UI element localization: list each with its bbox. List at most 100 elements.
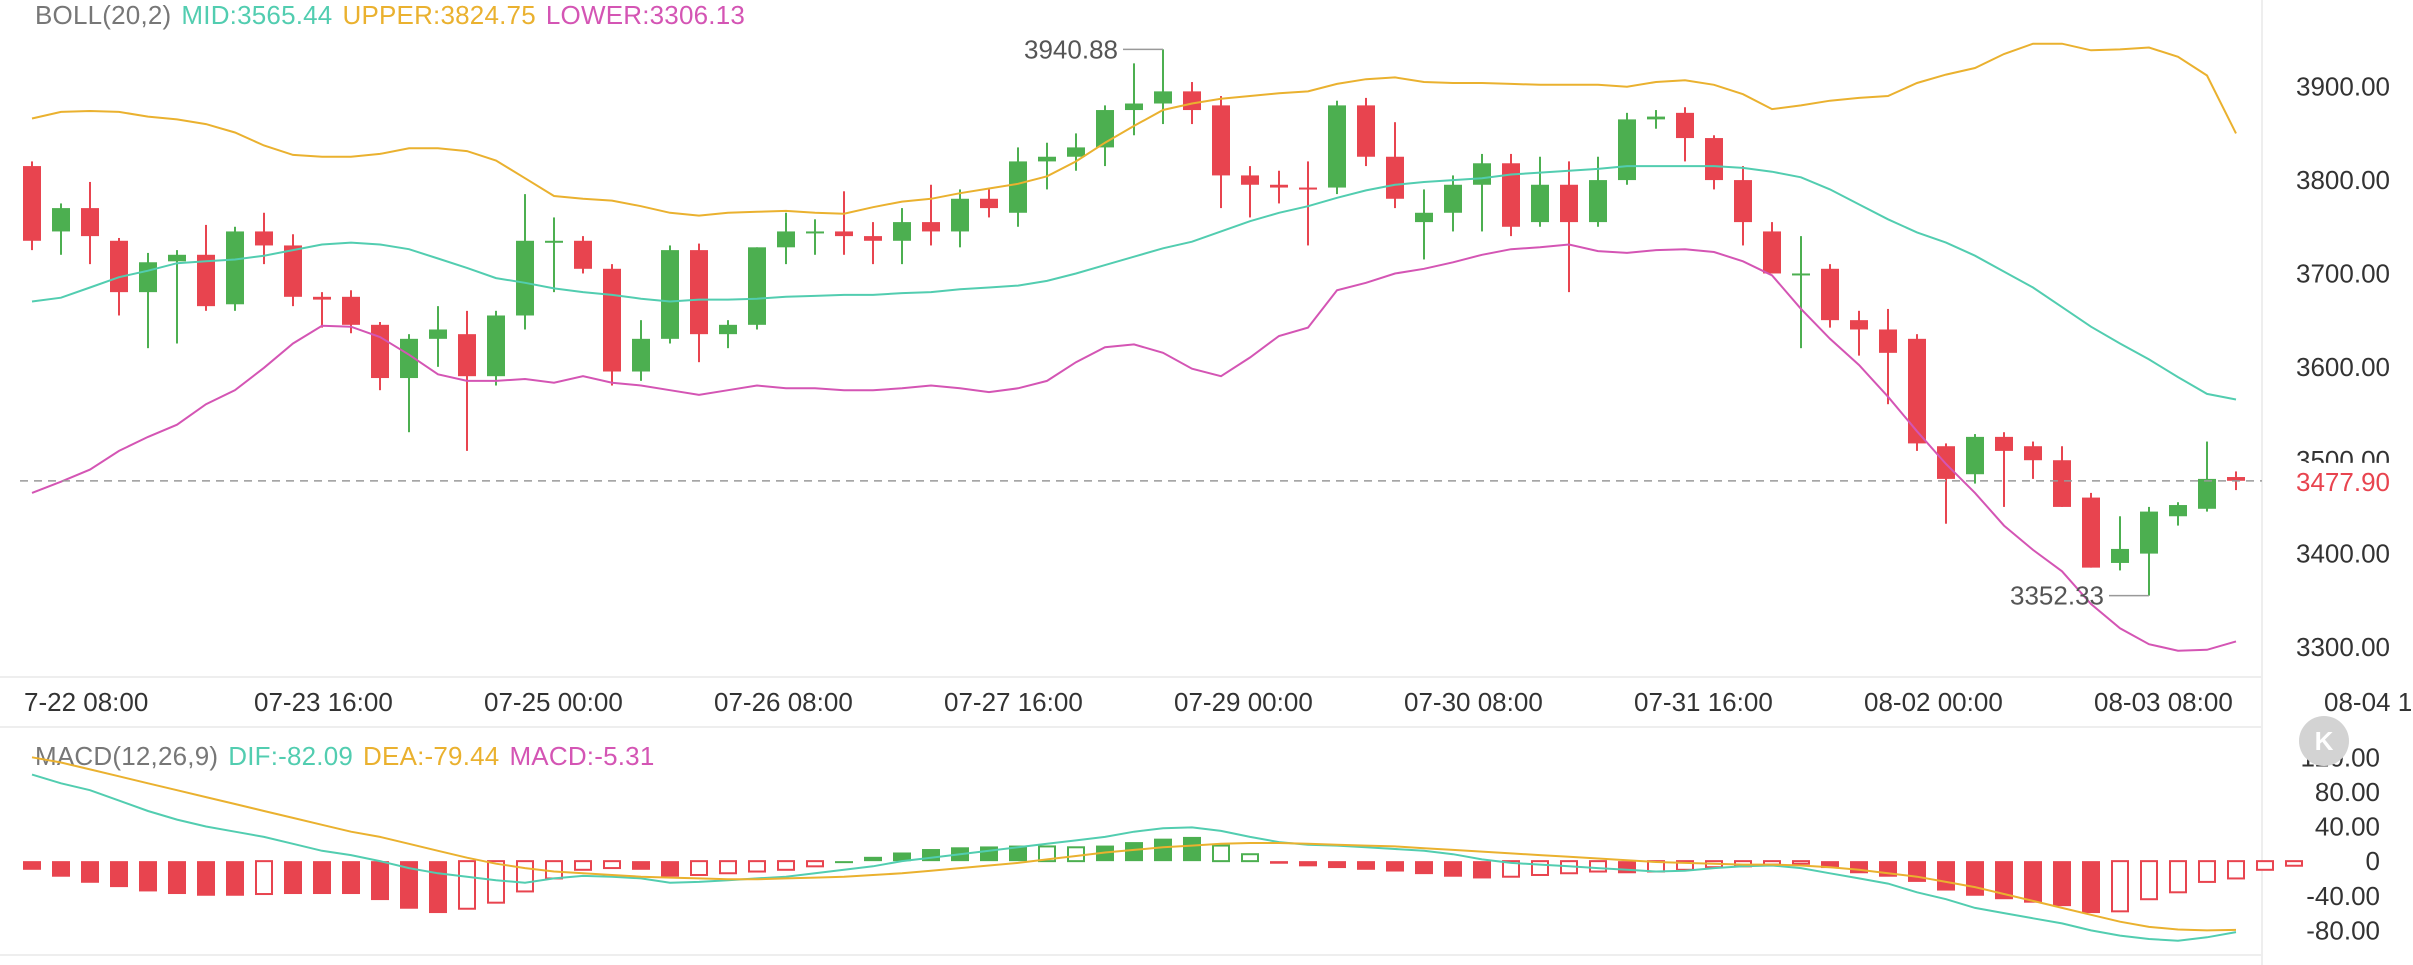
candle-body [1705,138,1723,181]
macd-histogram-bar [1444,861,1462,877]
candle-body [1328,105,1346,188]
candle-body [1299,187,1317,190]
time-axis-label: 07-25 00:00 [484,687,623,717]
macd-histogram-bar [864,856,882,862]
macd-histogram-bar [1212,844,1230,863]
price-axis-label: 3400.00 [2296,539,2390,569]
macd-axis-label: 40.00 [2315,812,2380,842]
macd-histogram-bar [1473,861,1491,879]
macd-histogram-bar [835,861,853,864]
candle-body [2227,477,2245,481]
candle-body [139,262,157,293]
macd-histogram-bar [197,861,215,896]
macd-legend-macd: MACD:-5.31 [509,741,655,771]
candle-body [777,231,795,248]
macd-histogram-bar [2111,860,2129,913]
macd-axis-label: -40.00 [2306,881,2380,911]
candle-body [1270,184,1288,188]
macd-histogram-bar [487,860,505,904]
macd-histogram-bar [23,861,41,870]
candle-body [719,324,737,335]
macd-histogram-bar [574,860,592,871]
macd-histogram-bar [1270,861,1288,864]
boll-legend: BOLL(20,2) MID:3565.44 UPPER:3824.75 LOWER:… [35,0,755,31]
macd-dea-line [31,756,2237,932]
candle-body [1763,231,1781,274]
candle-body [400,338,418,379]
macd-histogram-bar [1154,838,1172,862]
time-axis-label: 07-29 00:00 [1174,687,1313,717]
candle-body [690,250,708,335]
candle-body [226,231,244,305]
candle-body [1531,184,1549,223]
candle-body [487,315,505,377]
macd-histogram-bar [2053,861,2071,907]
candle-body [110,240,128,293]
candle-body [1183,91,1201,111]
macd-histogram-bar [2285,860,2303,867]
macd-histogram-bar [748,860,766,873]
boll-mid-line [31,165,2237,401]
macd-histogram-bar [1299,861,1317,867]
macd-histogram-bar [313,861,331,895]
macd-histogram-bar [1966,861,1984,896]
candle-body [1096,110,1114,148]
time-axis-label: 07-27 16:00 [944,687,1083,717]
boll-legend-name: BOLL(20,2) [35,0,172,30]
macd-histogram-bar [1502,860,1520,878]
macd-axis-label: 80.00 [2315,777,2380,807]
macd-histogram-bar [2024,861,2042,903]
macd-histogram-bar [400,861,418,909]
candle-body [284,245,302,297]
boll-lines-layer [31,42,2237,652]
candle-body [1995,436,2013,451]
candle-body [429,329,447,339]
candle-body [255,231,273,246]
candle-body [313,296,331,300]
candle-body [1038,156,1056,162]
macd-histogram-bar [1328,861,1346,869]
candle-body [632,338,650,372]
candle-body [893,222,911,241]
macd-histogram-bar [139,861,157,892]
candle-body [52,208,70,232]
time-axis-label: 07-30 08:00 [1404,687,1543,717]
candle-body [1879,329,1897,353]
candle-body [748,247,766,325]
macd-histogram-bar [110,861,128,888]
k-line-toggle-button[interactable]: K [2299,716,2349,766]
candles-layer [23,49,2245,596]
macd-histogram-bar [2169,860,2187,894]
time-axis: 7-22 08:00 07-23 16:00 07-25 00:00 07-26 08… [24,687,2413,717]
time-axis-label: 07-26 08:00 [714,687,853,717]
candle-body [81,208,99,237]
candle-body [1473,163,1491,185]
candle-body [806,231,824,234]
boll-legend-upper: UPPER:3824.75 [342,0,536,30]
macd-histogram-bar [2140,860,2158,901]
macd-histogram-bar [1618,861,1636,874]
macd-histogram-bar [690,860,708,876]
price-axis-label: 3900.00 [2296,72,2390,102]
macd-histogram-bar [2198,860,2216,883]
macd-legend-dif: DIF:-82.09 [228,741,354,771]
candle-body [516,240,534,316]
macd-histogram-bar [371,861,389,901]
high-price-label: 3940.88 [1024,34,1118,64]
macd-legend-dea: DEA:-79.44 [363,741,500,771]
candle-body [1009,161,1027,213]
candle-body [1502,163,1520,227]
high-low-annotations: 3940.88 3352.33 [1024,34,2149,611]
macd-histogram-bar [661,861,679,877]
price-axis-label: 3600.00 [2296,352,2390,382]
macd-histogram-bar [1937,861,1955,891]
macd-histogram-bar [1995,861,2013,900]
candle-body [661,250,679,339]
macd-histogram-bar [1009,845,1027,862]
macd-histogram-bar [168,861,186,895]
macd-histogram-bar [284,861,302,895]
candle-body [922,222,940,232]
price-tag-backdrop [2268,462,2408,499]
candle-body [2111,548,2129,563]
